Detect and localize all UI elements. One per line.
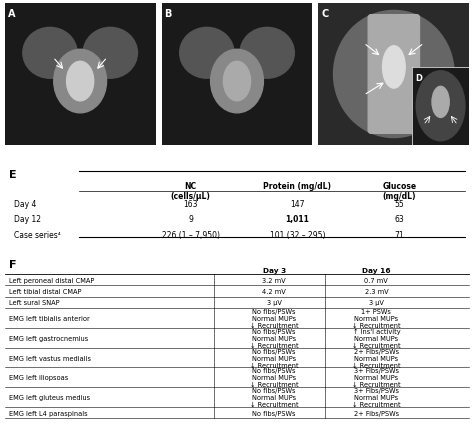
Text: 3 μV: 3 μV (369, 299, 384, 306)
Text: EMG left L4 paraspinals: EMG left L4 paraspinals (9, 410, 88, 416)
Ellipse shape (334, 11, 454, 138)
Text: 226 (1 – 7,950): 226 (1 – 7,950) (162, 230, 219, 240)
Circle shape (180, 28, 234, 79)
Text: A: A (8, 9, 15, 19)
Text: Case series⁴: Case series⁴ (14, 230, 61, 240)
Text: 9: 9 (188, 215, 193, 224)
Text: 2.3 mV: 2.3 mV (365, 289, 388, 294)
FancyBboxPatch shape (368, 16, 419, 134)
Ellipse shape (210, 50, 264, 114)
Ellipse shape (223, 62, 251, 102)
Text: 3 μV: 3 μV (267, 299, 282, 306)
Text: Day 4: Day 4 (14, 200, 36, 209)
Text: B: B (164, 9, 172, 19)
Text: 4.2 mV: 4.2 mV (262, 289, 286, 294)
Text: No fibs/PSWs
Normal MUPs
↓ Recruitment: No fibs/PSWs Normal MUPs ↓ Recruitment (250, 368, 299, 388)
Ellipse shape (383, 46, 405, 89)
Circle shape (83, 28, 137, 79)
Text: E: E (9, 170, 17, 180)
Text: EMG left iliopsoas: EMG left iliopsoas (9, 375, 69, 381)
Text: EMG left vastus medialis: EMG left vastus medialis (9, 355, 91, 361)
Text: EMG left gastrocnemius: EMG left gastrocnemius (9, 335, 89, 341)
Text: 2+ Fibs/PSWs: 2+ Fibs/PSWs (354, 410, 399, 416)
Text: EMG left tibialis anterior: EMG left tibialis anterior (9, 315, 90, 321)
Text: Day 12: Day 12 (14, 215, 41, 224)
Text: F: F (9, 259, 17, 269)
Text: Left sural SNAP: Left sural SNAP (9, 299, 60, 306)
Text: 71: 71 (395, 230, 404, 240)
Text: 0.7 mV: 0.7 mV (365, 277, 388, 283)
Text: Left peroneal distal CMAP: Left peroneal distal CMAP (9, 277, 95, 283)
Text: 3+ Fibs/PSWs
Normal MUPs
↓ Recruitment: 3+ Fibs/PSWs Normal MUPs ↓ Recruitment (352, 368, 401, 388)
Text: Left tibial distal CMAP: Left tibial distal CMAP (9, 289, 82, 294)
Text: Day 3: Day 3 (263, 268, 286, 274)
Text: NC
(cells/μL): NC (cells/μL) (171, 181, 210, 201)
Text: No fibs/PSWs: No fibs/PSWs (253, 410, 296, 416)
Text: C: C (321, 9, 328, 19)
Text: 55: 55 (395, 200, 404, 209)
Text: Protein (mg/dL): Protein (mg/dL) (264, 181, 331, 191)
Text: Glucose
(mg/dL): Glucose (mg/dL) (383, 181, 417, 201)
Ellipse shape (66, 62, 94, 102)
Text: 63: 63 (395, 215, 404, 224)
Circle shape (240, 28, 294, 79)
Text: No fibs/PSWs
Normal MUPs
↓ Recruitment: No fibs/PSWs Normal MUPs ↓ Recruitment (250, 348, 299, 368)
Text: No fibs/PSWs
Normal MUPs
↓ Recruitment: No fibs/PSWs Normal MUPs ↓ Recruitment (250, 308, 299, 328)
Text: EMG left gluteus medius: EMG left gluteus medius (9, 395, 91, 400)
Text: 1+ PSWs
Normal MUPs
↓ Recruitment: 1+ PSWs Normal MUPs ↓ Recruitment (352, 308, 401, 328)
Text: ↑ Ins'l activity
Normal MUPs
↓ Recruitment: ↑ Ins'l activity Normal MUPs ↓ Recruitme… (352, 328, 401, 348)
Text: 1,011: 1,011 (285, 215, 310, 224)
Text: 163: 163 (183, 200, 198, 209)
Text: Day 16: Day 16 (362, 268, 391, 274)
Text: 3+ Fibs/PSWs
Normal MUPs
↓ Recruitment: 3+ Fibs/PSWs Normal MUPs ↓ Recruitment (352, 388, 401, 408)
Text: 101 (32 – 295): 101 (32 – 295) (270, 230, 325, 240)
Circle shape (23, 28, 77, 79)
Text: 2+ Fibs/PSWs
Normal MUPs
↓ Recruitment: 2+ Fibs/PSWs Normal MUPs ↓ Recruitment (352, 348, 401, 368)
Text: 3.2 mV: 3.2 mV (262, 277, 286, 283)
Text: No fibs/PSWs
Normal MUPs
↓ Recruitment: No fibs/PSWs Normal MUPs ↓ Recruitment (250, 388, 299, 408)
Ellipse shape (54, 50, 107, 114)
Text: No fibs/PSWs
Normal MUPs
↓ Recruitment: No fibs/PSWs Normal MUPs ↓ Recruitment (250, 328, 299, 348)
Text: 147: 147 (290, 200, 305, 209)
